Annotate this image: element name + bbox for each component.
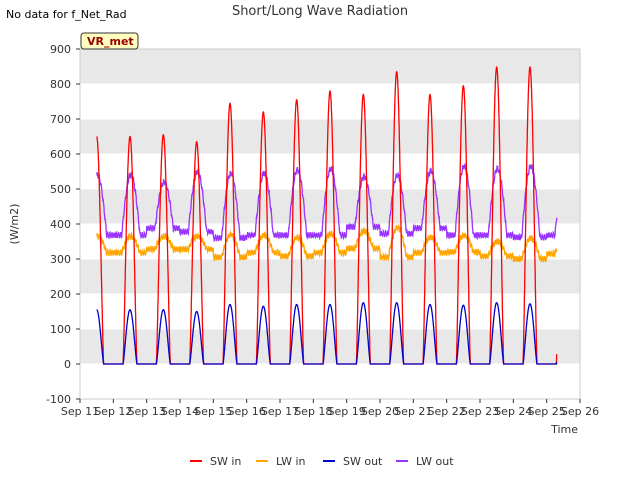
y-tick-label: 500 xyxy=(50,183,71,196)
site-badge-label: VR_met xyxy=(87,35,134,48)
grid-band xyxy=(80,259,580,294)
y-tick-label: 400 xyxy=(50,218,71,231)
site-badge: VR_met xyxy=(80,32,139,50)
chart-title: Short/Long Wave Radiation xyxy=(231,4,409,19)
series-line-lw-in xyxy=(96,224,558,263)
grid-band xyxy=(80,49,580,84)
x-tick-label: Sep 18 xyxy=(294,405,332,418)
x-tick-label: Sep 24 xyxy=(494,405,532,418)
x-tick-label: Sep 23 xyxy=(461,405,499,418)
x-tick-label: Sep 20 xyxy=(361,405,399,418)
y-tick-label: 300 xyxy=(50,253,71,266)
x-tick-label: Sep 13 xyxy=(128,405,166,418)
x-axis-label: Time xyxy=(550,423,578,436)
x-tick-label: Sep 14 xyxy=(161,405,199,418)
no-data-notice: No data for f_Net_Rad xyxy=(6,8,127,21)
y-tick-label: 700 xyxy=(50,113,71,126)
x-tick-label: Sep 22 xyxy=(428,405,466,418)
legend-label: LW out xyxy=(416,455,454,468)
plot-bands xyxy=(80,49,580,364)
legend-label: SW in xyxy=(210,455,241,468)
x-tick-label: Sep 16 xyxy=(228,405,266,418)
legend-label: SW out xyxy=(343,455,383,468)
y-tick-label: 100 xyxy=(50,323,71,336)
y-tick-label: 0 xyxy=(64,358,71,371)
x-tick-label: Sep 26 xyxy=(561,405,599,418)
x-tick-label: Sep 17 xyxy=(261,405,299,418)
y-tick-label: 200 xyxy=(50,288,71,301)
grid-band xyxy=(80,329,580,364)
y-tick-label: 900 xyxy=(50,43,71,56)
series-line-sw-out xyxy=(96,302,558,365)
y-axis-label: (W/m2) xyxy=(8,204,21,245)
y-tick-label: 800 xyxy=(50,78,71,91)
y-tick-label: 600 xyxy=(50,148,71,161)
x-tick-label: Sep 21 xyxy=(394,405,432,418)
y-tick-label: -100 xyxy=(46,393,71,406)
grid-band xyxy=(80,119,580,154)
x-tick-label: Sep 19 xyxy=(328,405,366,418)
x-tick-label: Sep 11 xyxy=(61,405,99,418)
x-tick-label: Sep 12 xyxy=(94,405,132,418)
y-axis: -100 0 100 200 300 400 500 600 700 800 900 xyxy=(46,43,80,406)
legend-label: LW in xyxy=(276,455,306,468)
x-tick-label: Sep 15 xyxy=(194,405,232,418)
grid-band xyxy=(80,189,580,224)
series-layer xyxy=(96,65,558,365)
legend: SW in LW in SW out LW out xyxy=(190,455,454,468)
x-tick-label: Sep 25 xyxy=(528,405,566,418)
